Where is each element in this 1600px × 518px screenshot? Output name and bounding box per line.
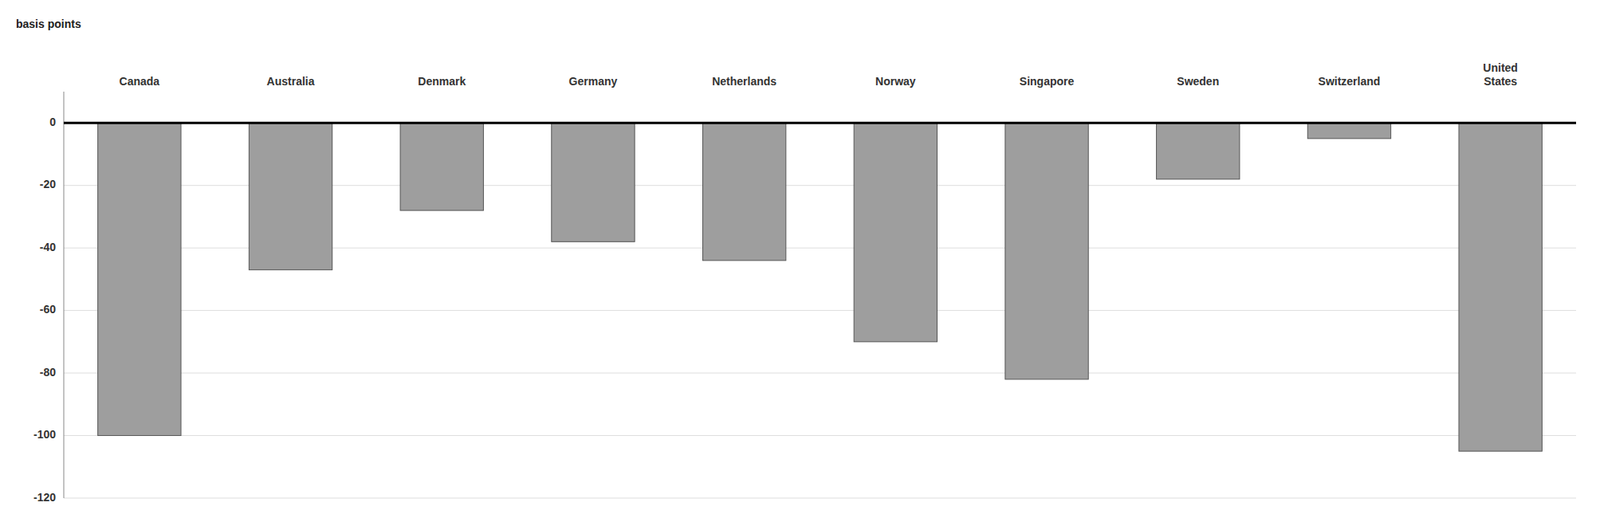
bar (1156, 122, 1240, 180)
chart-svg: 0 -20 -40 -60 -80 -100 -120 Canada Australia Denm… (0, 0, 1600, 518)
bar (853, 122, 937, 343)
x-axis-labels: Canada Australia Denmark Germany Netherlands… (119, 61, 1518, 88)
bar (98, 122, 181, 436)
grid (63, 122, 1577, 499)
zero-line (63, 121, 1577, 125)
bar (400, 122, 484, 211)
chart-container: 0 -20 -40 -60 -80 -100 -120 Canada Australia Denm… (0, 0, 1600, 518)
bar (248, 122, 332, 270)
x-tick-label: UnitedStates (1482, 61, 1518, 88)
x-tick-label: Denmark (417, 74, 466, 88)
x-tick-label: Sweden (1176, 74, 1219, 88)
y-axis-ticks: 0 -20 -40 -60 -80 -100 -120 (33, 115, 56, 504)
y-tick-label: -20 (39, 177, 56, 191)
x-tick-label: Germany (569, 74, 618, 88)
bars (98, 122, 1543, 452)
grid-line (63, 373, 1577, 374)
grid-line (63, 310, 1577, 311)
y-axis-line (63, 91, 65, 499)
x-tick-label: Singapore (1019, 74, 1075, 88)
y-tick-label: 0 (49, 115, 56, 129)
x-tick-label: Canada (119, 74, 161, 88)
x-tick-label: Australia (267, 74, 315, 88)
x-tick-label: Switzerland (1318, 74, 1381, 88)
grid-line (63, 122, 1577, 124)
bar (1458, 122, 1542, 452)
bar (1307, 122, 1391, 139)
y-tick-label: -100 (33, 428, 56, 441)
bar (1005, 122, 1089, 380)
bar (551, 122, 635, 242)
y-tick-label: -60 (39, 302, 56, 316)
grid-line (63, 498, 1577, 500)
x-tick-label: Netherlands (711, 74, 777, 88)
y-axis-label: basis points (15, 17, 82, 31)
y-tick-label: -40 (39, 240, 56, 254)
y-tick-label: -80 (39, 365, 56, 379)
x-tick-label: Norway (875, 74, 916, 88)
y-tick-label: -120 (33, 491, 56, 504)
bar (702, 122, 786, 261)
grid-line (63, 435, 1577, 437)
